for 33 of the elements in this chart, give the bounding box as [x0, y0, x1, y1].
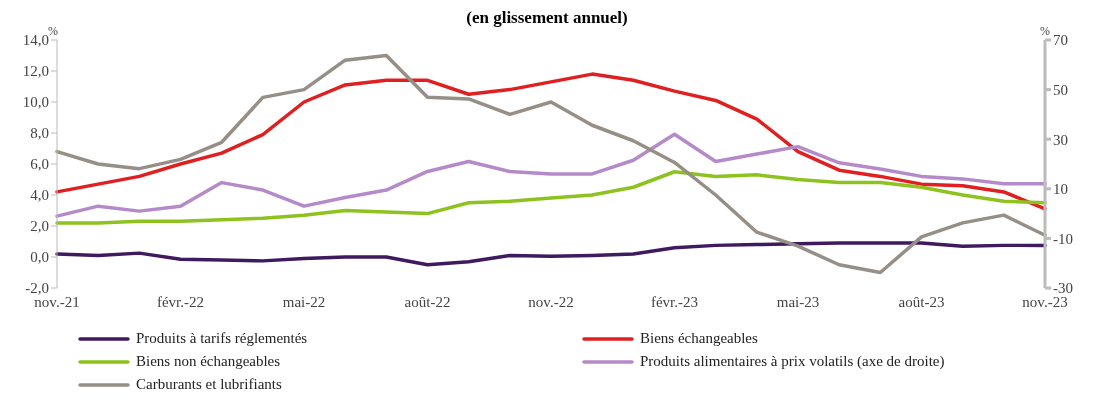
y2-tick-label: -10 [1053, 230, 1073, 247]
legend-label: Carburants et lubrifiants [136, 376, 282, 393]
line-series [55, 72, 1047, 211]
y-tick-label: 10,0 [22, 94, 49, 111]
y-tick-label: 12,0 [22, 63, 49, 80]
chart-title: (en glissement annuel) [466, 8, 628, 27]
y2-axis-title: % [1040, 24, 1050, 39]
x-tick-label: mai-23 [776, 293, 820, 310]
y2-tick-label: 10 [1053, 181, 1068, 198]
legend-label: Produits alimentaires à prix volatils (axe de droite) [640, 353, 945, 370]
line-series [55, 132, 1047, 218]
legend-label: Produits à tarifs réglementés [136, 330, 308, 347]
x-tick-label: août-23 [898, 293, 945, 310]
x-tick-label: févr.-23 [650, 293, 699, 310]
x-tick-label: août-22 [404, 293, 451, 310]
y-tick-label: 6,0 [30, 156, 49, 173]
x-tick-label: nov.-22 [528, 293, 574, 310]
y-tick-label: 8,0 [30, 125, 49, 142]
x-tick-label: févr.-22 [156, 293, 205, 310]
legend-label: Biens échangeables [640, 330, 758, 347]
y2-tick-label: 70 [1053, 32, 1068, 49]
legend-label: Biens non échangeables [136, 353, 281, 370]
line-series [55, 53, 1047, 275]
y-tick-label: 0,0 [30, 249, 49, 266]
y2-tick-label: 50 [1053, 81, 1068, 98]
y-tick-label: 4,0 [30, 187, 49, 204]
y2-tick-label: 30 [1053, 131, 1068, 148]
y-tick-label: 2,0 [30, 218, 49, 235]
y-tick-label: 14,0 [22, 32, 49, 49]
line-series [55, 241, 1047, 267]
y-axis-title: % [48, 24, 58, 38]
line-series [55, 170, 1047, 225]
x-tick-label: mai-22 [282, 293, 326, 310]
